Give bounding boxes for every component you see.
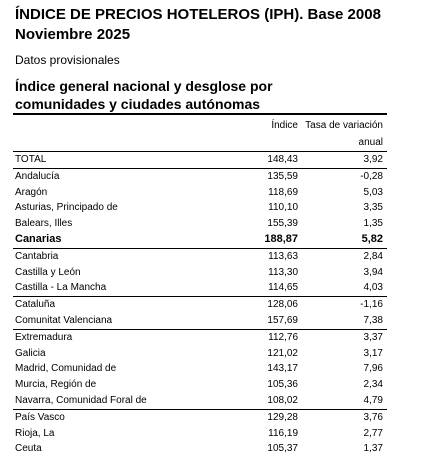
rate-value-cell: -0,28 — [301, 168, 387, 184]
region-name-cell: Castilla y León — [13, 265, 226, 281]
rate-value-cell: 5,82 — [301, 232, 387, 248]
region-name-cell: Madrid, Comunidad de — [13, 361, 226, 377]
rate-value-cell: 4,79 — [301, 393, 387, 409]
region-name-cell: Murcia, Región de — [13, 377, 226, 393]
region-name-cell: Asturias, Principado de — [13, 200, 226, 216]
rate-value-cell: 3,92 — [301, 152, 387, 169]
region-name-cell: Andalucía — [13, 168, 226, 184]
index-value-cell: 108,02 — [226, 393, 301, 409]
index-value-cell: 114,65 — [226, 280, 301, 296]
region-name-cell: Comunitat Valenciana — [13, 313, 226, 329]
region-name-cell: TOTAL — [13, 152, 226, 169]
index-value-cell: 105,37 — [226, 441, 301, 457]
section-title-line-1: Índice general nacional y desglose por — [15, 78, 273, 94]
rate-value-cell: 3,94 — [301, 265, 387, 281]
rate-value-cell: 5,03 — [301, 185, 387, 201]
provisional-note: Datos provisionales — [15, 52, 120, 68]
region-name-cell: Rioja, La — [13, 426, 226, 442]
index-value-cell: 157,69 — [226, 313, 301, 329]
rate-value-cell: 3,37 — [301, 329, 387, 345]
index-value-cell: 135,59 — [226, 168, 301, 184]
region-name-cell: Castilla - La Mancha — [13, 280, 226, 296]
column-header-rate: Tasa de variación anual — [301, 114, 387, 152]
region-name-cell: Cataluña — [13, 297, 226, 313]
index-value-cell: 116,19 — [226, 426, 301, 442]
table-header-row: Índice Tasa de variación anual — [13, 114, 387, 152]
region-name-cell: Navarra, Comunidad Foral de — [13, 393, 226, 409]
rate-value-cell: 2,34 — [301, 377, 387, 393]
index-value-cell: 110,10 — [226, 200, 301, 216]
page-title-line-2: Noviembre 2025 — [15, 26, 130, 43]
index-value-cell: 121,02 — [226, 346, 301, 362]
region-name-cell: País Vasco — [13, 409, 226, 425]
section-title: Índice general nacional y desglose por c… — [15, 78, 273, 113]
region-name-cell: Balears, Illes — [13, 216, 226, 232]
rate-value-cell: 2,84 — [301, 248, 387, 264]
index-value-cell: 113,30 — [226, 265, 301, 281]
index-value-cell: 148,43 — [226, 152, 301, 169]
column-header-rate-line-1: Tasa de variación — [305, 120, 383, 131]
rate-value-cell: 1,35 — [301, 216, 387, 232]
rate-value-cell: 7,38 — [301, 313, 387, 329]
index-value-cell: 118,69 — [226, 185, 301, 201]
index-value-cell: 143,17 — [226, 361, 301, 377]
index-value-cell: 155,39 — [226, 216, 301, 232]
index-value-cell: 105,36 — [226, 377, 301, 393]
rate-value-cell: 2,77 — [301, 426, 387, 442]
region-name-cell: Cantabria — [13, 248, 226, 264]
index-value-cell: 113,63 — [226, 248, 301, 264]
rate-value-cell: -1,16 — [301, 297, 387, 313]
column-header-index: Índice — [226, 114, 301, 152]
section-title-line-2: comunidades y ciudades autónomas — [15, 96, 260, 112]
column-header-name — [13, 114, 226, 152]
rate-value-cell: 1,37 — [301, 441, 387, 457]
region-name-cell: Ceuta — [13, 441, 226, 457]
region-name-cell: Extremadura — [13, 329, 226, 345]
index-value-cell: 128,06 — [226, 297, 301, 313]
index-value-cell: 129,28 — [226, 409, 301, 425]
column-header-rate-line-2: anual — [359, 137, 383, 148]
rate-value-cell: 3,76 — [301, 409, 387, 425]
page-title-line-1: ÍNDICE DE PRECIOS HOTELEROS (IPH). Base … — [15, 6, 381, 23]
rate-value-cell: 3,35 — [301, 200, 387, 216]
rate-value-cell: 4,03 — [301, 280, 387, 296]
rate-value-cell: 3,17 — [301, 346, 387, 362]
index-value-cell: 112,76 — [226, 329, 301, 345]
region-name-cell: Canarias — [13, 232, 226, 248]
page-title: ÍNDICE DE PRECIOS HOTELEROS (IPH). Base … — [15, 5, 381, 45]
region-name-cell: Aragón — [13, 185, 226, 201]
rate-value-cell: 7,96 — [301, 361, 387, 377]
region-name-cell: Galicia — [13, 346, 226, 362]
index-value-cell: 188,87 — [226, 232, 301, 248]
